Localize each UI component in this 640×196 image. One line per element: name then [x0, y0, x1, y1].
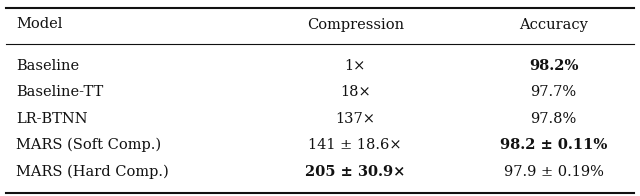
- Text: MARS (Hard Comp.): MARS (Hard Comp.): [16, 164, 169, 179]
- Text: Model: Model: [16, 17, 62, 32]
- Text: Accuracy: Accuracy: [519, 17, 588, 32]
- Text: 98.2%: 98.2%: [529, 59, 579, 73]
- Text: Compression: Compression: [307, 17, 404, 32]
- Text: 137×: 137×: [335, 112, 375, 126]
- Text: 205 ± 30.9×: 205 ± 30.9×: [305, 164, 405, 179]
- Text: 141 ± 18.6×: 141 ± 18.6×: [308, 138, 402, 152]
- Text: 97.8%: 97.8%: [531, 112, 577, 126]
- Text: 98.2 ± 0.11%: 98.2 ± 0.11%: [500, 138, 607, 152]
- Text: 18×: 18×: [340, 85, 371, 99]
- Text: Baseline: Baseline: [16, 59, 79, 73]
- Text: 97.7%: 97.7%: [531, 85, 577, 99]
- Text: MARS (Soft Comp.): MARS (Soft Comp.): [16, 138, 161, 152]
- Text: 97.9 ± 0.19%: 97.9 ± 0.19%: [504, 164, 604, 179]
- Text: 1×: 1×: [344, 59, 366, 73]
- Text: LR-BTNN: LR-BTNN: [16, 112, 88, 126]
- Text: Baseline-TT: Baseline-TT: [16, 85, 103, 99]
